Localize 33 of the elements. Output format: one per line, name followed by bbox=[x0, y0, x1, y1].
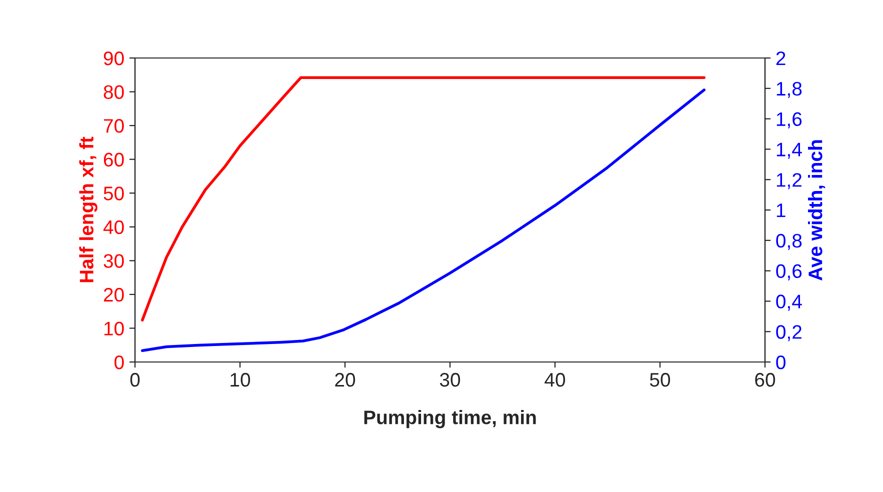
y-tick-label: 40 bbox=[103, 220, 124, 234]
y-tick-label: 90 bbox=[104, 51, 124, 66]
y2-tick-label: 1,2 bbox=[776, 173, 802, 190]
y2-tick-label: 0,6 bbox=[776, 264, 802, 280]
y2-tick-label: 1,6 bbox=[776, 112, 802, 128]
x-tick-label: 60 bbox=[755, 372, 776, 387]
y2-tick-label: 0,8 bbox=[776, 234, 802, 250]
y-axis-title: Half length xf, ft bbox=[79, 136, 98, 282]
y-tick-label: 10 bbox=[104, 322, 124, 336]
y-tick-label: 50 bbox=[104, 186, 124, 200]
y-tick-label: 60 bbox=[104, 152, 124, 167]
x-tick-label: 30 bbox=[440, 372, 460, 387]
y2-axis-title: Ave width, inch bbox=[808, 140, 826, 280]
x-tick-label: 0 bbox=[130, 372, 140, 387]
line-series bbox=[140, 76, 706, 322]
x-tick-label: 20 bbox=[335, 372, 356, 387]
y-tick-label: 80 bbox=[104, 85, 124, 100]
x-tick-label: 50 bbox=[650, 372, 670, 387]
y2-tick-label: 0,4 bbox=[776, 294, 802, 311]
x-tick-label: 10 bbox=[230, 372, 250, 387]
x-axis-title: Pumping time, min bbox=[364, 410, 536, 428]
y2-tick-label: 1,8 bbox=[776, 82, 802, 98]
y-tick-label: 70 bbox=[104, 119, 124, 133]
x-tick-label: 40 bbox=[544, 372, 566, 387]
y2-tick-label: 1,4 bbox=[776, 142, 802, 159]
line-series bbox=[140, 88, 706, 352]
y2-tick-label: 0 bbox=[776, 355, 786, 370]
y2-tick-label: 2 bbox=[776, 51, 786, 66]
y-tick-label: 30 bbox=[104, 254, 124, 268]
y2-tick-label: 1 bbox=[776, 204, 786, 218]
y-tick-label: 20 bbox=[104, 288, 124, 302]
y-tick-label: 0 bbox=[114, 355, 124, 370]
y2-tick-label: 0,2 bbox=[776, 325, 802, 342]
